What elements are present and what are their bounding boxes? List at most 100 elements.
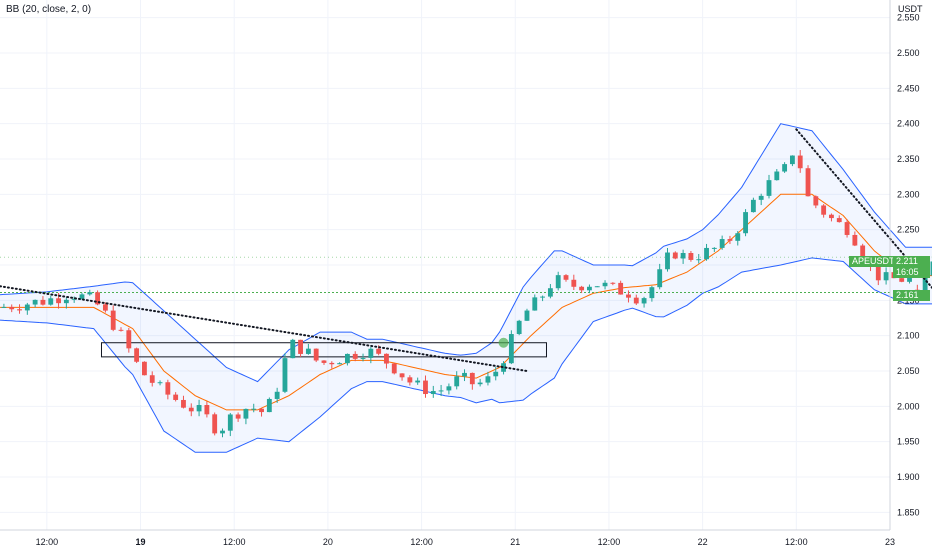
candle-body (797, 155, 803, 169)
candle-body (899, 278, 905, 282)
candle-body (235, 414, 241, 419)
candle (87, 289, 93, 296)
candle-body (594, 286, 600, 288)
candle-body (688, 253, 694, 260)
candle-body (32, 299, 38, 305)
candle-body (821, 205, 827, 215)
time-tick-label: 12:00 (598, 537, 621, 547)
candle-body (579, 286, 585, 291)
lower-band (0, 257, 932, 453)
candle-body (524, 310, 530, 321)
countdown-value: 16:05 (896, 267, 919, 277)
candle-body (446, 386, 452, 391)
candle-body (813, 196, 819, 206)
candle (836, 215, 842, 223)
candle (750, 197, 756, 213)
candle (71, 296, 77, 303)
candle (477, 378, 483, 387)
candle (875, 266, 881, 286)
range-rectangle[interactable] (100, 342, 547, 358)
candle-body (204, 405, 210, 415)
candle (243, 408, 249, 425)
price-tick-label: 2.000 (897, 401, 920, 411)
candle-body (282, 358, 288, 392)
candle (462, 369, 467, 382)
candle-body (126, 330, 132, 349)
candle-body (766, 180, 772, 196)
candle-body (883, 272, 889, 281)
candle (149, 371, 155, 387)
candle (32, 299, 38, 308)
grid-lines (0, 0, 891, 530)
symbol-tag: APEUSDT (849, 256, 898, 267)
candle (485, 371, 491, 386)
candle-body (181, 399, 186, 408)
candle-body (321, 360, 327, 363)
candle-body (516, 320, 522, 335)
candle (282, 353, 288, 394)
candle (719, 235, 725, 250)
price-tick-label: 2.450 (897, 83, 920, 93)
candle (657, 263, 663, 290)
candle-body (71, 298, 77, 300)
candle-body (711, 247, 717, 249)
candle-body (774, 171, 780, 181)
time-tick-label: 23 (885, 537, 895, 547)
candle (696, 254, 702, 264)
bollinger-band-lines (0, 123, 932, 453)
candle (680, 249, 686, 264)
price-tick-label: 2.250 (897, 225, 920, 235)
candle (594, 286, 600, 288)
candle-body (547, 288, 553, 297)
candle (329, 361, 335, 369)
candle-body (540, 296, 546, 298)
candle (1, 303, 7, 309)
candle-body (212, 414, 218, 434)
candle-body (719, 239, 725, 248)
candle-body (102, 304, 108, 311)
candle (305, 343, 311, 355)
candle-body (63, 299, 69, 304)
candle-body (743, 212, 748, 234)
candle (610, 282, 616, 286)
time-tick-label: 20 (323, 537, 333, 547)
candle (196, 399, 202, 417)
candle (40, 296, 46, 306)
candle-body (587, 286, 592, 291)
candle-body (727, 239, 733, 241)
candle-body (602, 282, 608, 287)
candle-body (188, 407, 194, 412)
price-tick-label: 2.400 (897, 119, 920, 129)
candle (469, 372, 475, 390)
candle-body (836, 218, 842, 223)
indicator-legend[interactable]: BB (20, close, 2, 0) (6, 4, 92, 15)
horizontal-price-line[interactable] (0, 256, 890, 294)
candle (711, 247, 717, 252)
drawn-rectangle[interactable] (100, 342, 547, 358)
candle-body (789, 155, 795, 165)
candle (821, 204, 827, 218)
candle (142, 361, 147, 376)
trendline[interactable] (0, 285, 528, 372)
candle (641, 296, 647, 308)
candle (532, 294, 538, 311)
candle-body (423, 380, 428, 395)
candle-body (305, 348, 311, 354)
candle (524, 308, 530, 321)
candle (368, 346, 374, 364)
candle (259, 408, 264, 417)
candle-body (149, 375, 155, 383)
candle (290, 338, 296, 359)
price-tick-label: 2.550 (897, 13, 920, 23)
price-tick-label: 2.100 (897, 331, 920, 341)
candle (633, 294, 639, 306)
candle (165, 379, 171, 400)
candle (438, 384, 444, 397)
candle-body (384, 353, 389, 364)
candle-body (79, 294, 85, 299)
time-tick-label: 12:00 (223, 537, 246, 547)
time-axis[interactable]: 12:001912:002012:002112:002212:002312:00… (0, 529, 932, 547)
price-tick-label: 2.050 (897, 366, 920, 376)
candle-body (618, 282, 624, 295)
